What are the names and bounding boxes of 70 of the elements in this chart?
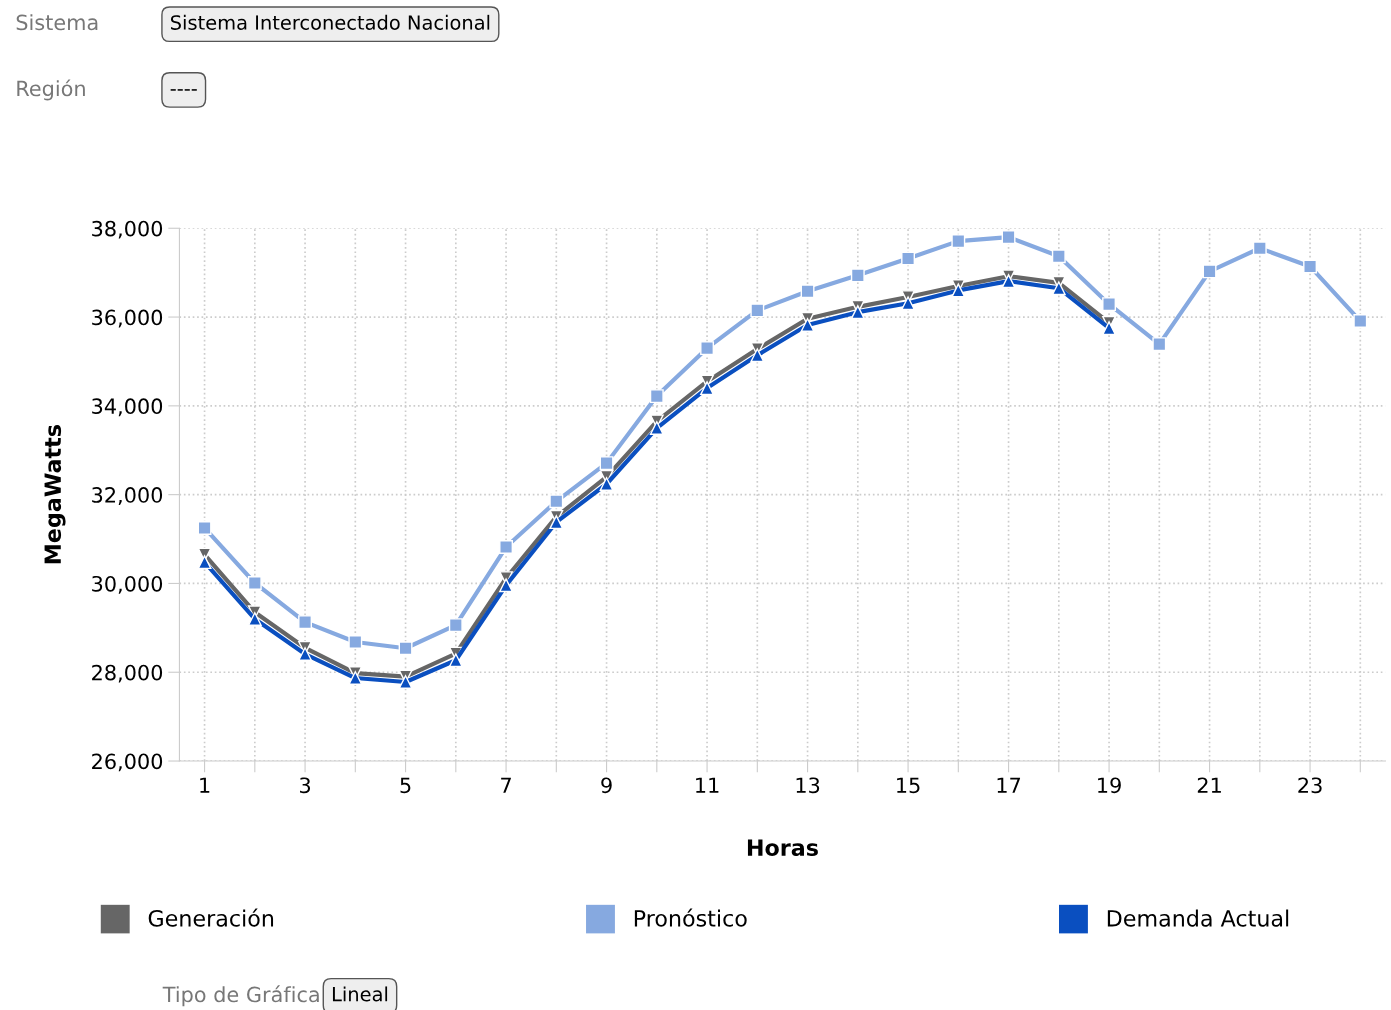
x-tick-label: 17 xyxy=(997,777,1021,793)
y-axis-title: MegaWatts xyxy=(44,425,66,564)
text: Región xyxy=(17,79,85,101)
point xyxy=(750,348,765,363)
point xyxy=(800,284,815,299)
point xyxy=(1353,314,1368,328)
x-tick-label: 3 xyxy=(300,777,311,794)
x-tick-label: 21 xyxy=(1197,777,1221,793)
point xyxy=(197,521,212,535)
point xyxy=(398,675,413,689)
point xyxy=(599,477,614,491)
text: Tipo de Gráfica xyxy=(162,985,319,1007)
point xyxy=(549,515,564,530)
point xyxy=(649,389,664,404)
point xyxy=(649,421,664,435)
x-tick-label: 1 xyxy=(200,777,210,793)
legend-label: Generación xyxy=(148,908,274,927)
point xyxy=(549,494,564,509)
point xyxy=(951,283,966,298)
point xyxy=(1252,241,1267,256)
text: Sistema Interconectado Nacional xyxy=(170,14,490,30)
y-tick-label: 30,000 xyxy=(92,575,163,594)
point xyxy=(197,555,212,570)
x-tick-label: 5 xyxy=(400,777,411,794)
point xyxy=(1001,230,1016,245)
x-tick-label: 19 xyxy=(1098,777,1121,794)
text: Sistema xyxy=(16,14,98,31)
point xyxy=(348,671,363,685)
legend-label: Pronóstico xyxy=(634,908,747,927)
point xyxy=(1001,274,1016,289)
y-tick-label: 32,000 xyxy=(92,487,163,505)
y-tick-label: 28,000 xyxy=(92,664,163,683)
x-tick-label: 13 xyxy=(796,777,820,794)
point xyxy=(1102,297,1117,312)
point xyxy=(951,234,966,249)
point xyxy=(1202,264,1217,279)
y-tick-label: 36,000 xyxy=(92,309,163,328)
y-tick-label: 38,000 xyxy=(92,220,163,239)
point xyxy=(901,251,916,266)
text: ---- xyxy=(170,89,197,91)
x-tick-label: 23 xyxy=(1298,777,1322,794)
x-tick-label: 9 xyxy=(601,777,612,794)
x-axis-title: Horas xyxy=(747,839,818,857)
text: Lineal xyxy=(332,986,388,1002)
y-tick-label: 26,000 xyxy=(92,753,163,772)
point xyxy=(800,318,815,332)
point xyxy=(348,635,363,649)
point xyxy=(448,653,463,668)
point xyxy=(1051,281,1066,296)
point xyxy=(298,615,313,630)
point xyxy=(499,540,514,554)
point xyxy=(1303,259,1318,274)
x-tick-label: 15 xyxy=(897,777,920,794)
point xyxy=(448,618,463,633)
point xyxy=(599,456,614,471)
point xyxy=(1051,249,1066,264)
point xyxy=(298,647,313,661)
point xyxy=(850,305,865,320)
point xyxy=(1152,337,1167,352)
y-tick-label: 34,000 xyxy=(92,398,163,417)
point xyxy=(850,268,865,283)
point xyxy=(700,341,715,356)
x-tick-label: 7 xyxy=(501,777,511,793)
point xyxy=(247,576,262,590)
point xyxy=(247,612,262,626)
point xyxy=(700,381,715,396)
point xyxy=(398,641,413,656)
point xyxy=(750,303,765,318)
legend-label: Demanda Actual xyxy=(1107,909,1289,927)
x-tick-label: 11 xyxy=(696,777,719,793)
